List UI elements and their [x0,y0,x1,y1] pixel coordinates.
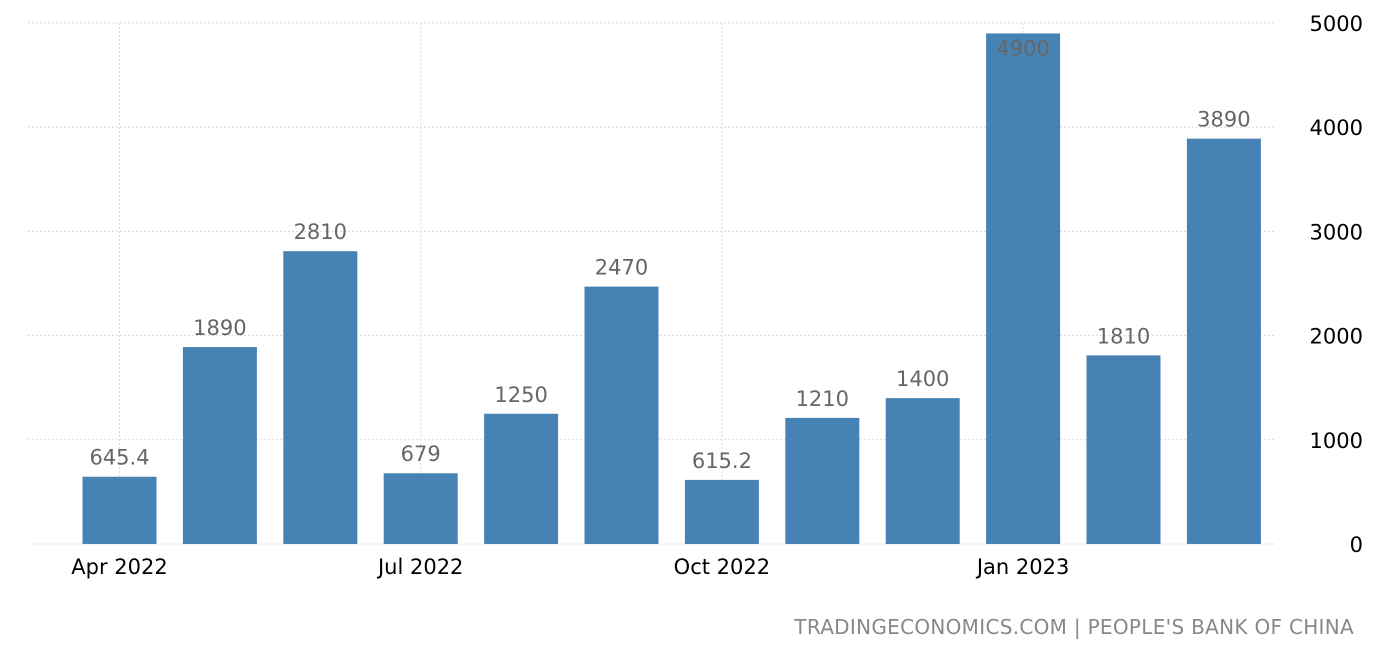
data-label: 4900 [996,36,1049,60]
bar [584,286,659,544]
x-tick-label: Oct 2022 [674,555,770,579]
bar [82,476,157,544]
x-tick-label: Jul 2022 [376,555,463,579]
data-label: 1250 [494,383,547,407]
data-label: 615.2 [692,449,752,473]
data-label: 1210 [796,387,849,411]
bar [1086,355,1161,544]
data-label: 2810 [294,220,347,244]
source-credit: TRADINGECONOMICS.COM | PEOPLE'S BANK OF … [794,615,1354,639]
bar [684,479,759,544]
bar [383,473,458,544]
data-label: 3890 [1197,108,1250,132]
data-label: 645.4 [89,446,149,470]
bar-chart: 645.4 1890 2810 679 1250 2470 615.2 1210 1400 490… [28,12,1363,579]
x-axis-ticks: Apr 2022 Jul 2022 Oct 2022 Jan 2023 [71,555,1069,579]
data-label: 2470 [595,256,648,280]
y-tick-label: 4000 [1310,116,1363,140]
bar [885,398,960,544]
bar [182,347,257,544]
y-tick-label: 1000 [1310,429,1363,453]
bar [785,417,860,544]
x-tick-label: Apr 2022 [71,555,167,579]
y-axis-ticks: 0 1000 2000 3000 4000 5000 [1310,12,1363,557]
data-label: 1810 [1097,324,1150,348]
y-tick-label: 0 [1350,533,1363,557]
y-tick-label: 5000 [1310,12,1363,36]
data-label: 1890 [193,316,246,340]
bar [484,413,559,544]
x-tick-label: Jan 2023 [975,555,1070,579]
y-tick-label: 2000 [1310,325,1363,349]
bar [986,33,1061,545]
bars [82,33,1261,545]
y-tick-label: 3000 [1310,220,1363,244]
data-labels: 645.4 1890 2810 679 1250 2470 615.2 1210 1400 490… [89,36,1250,472]
bar [283,251,358,544]
data-label: 1400 [896,367,949,391]
data-label: 679 [401,442,441,466]
bar [1186,138,1261,545]
